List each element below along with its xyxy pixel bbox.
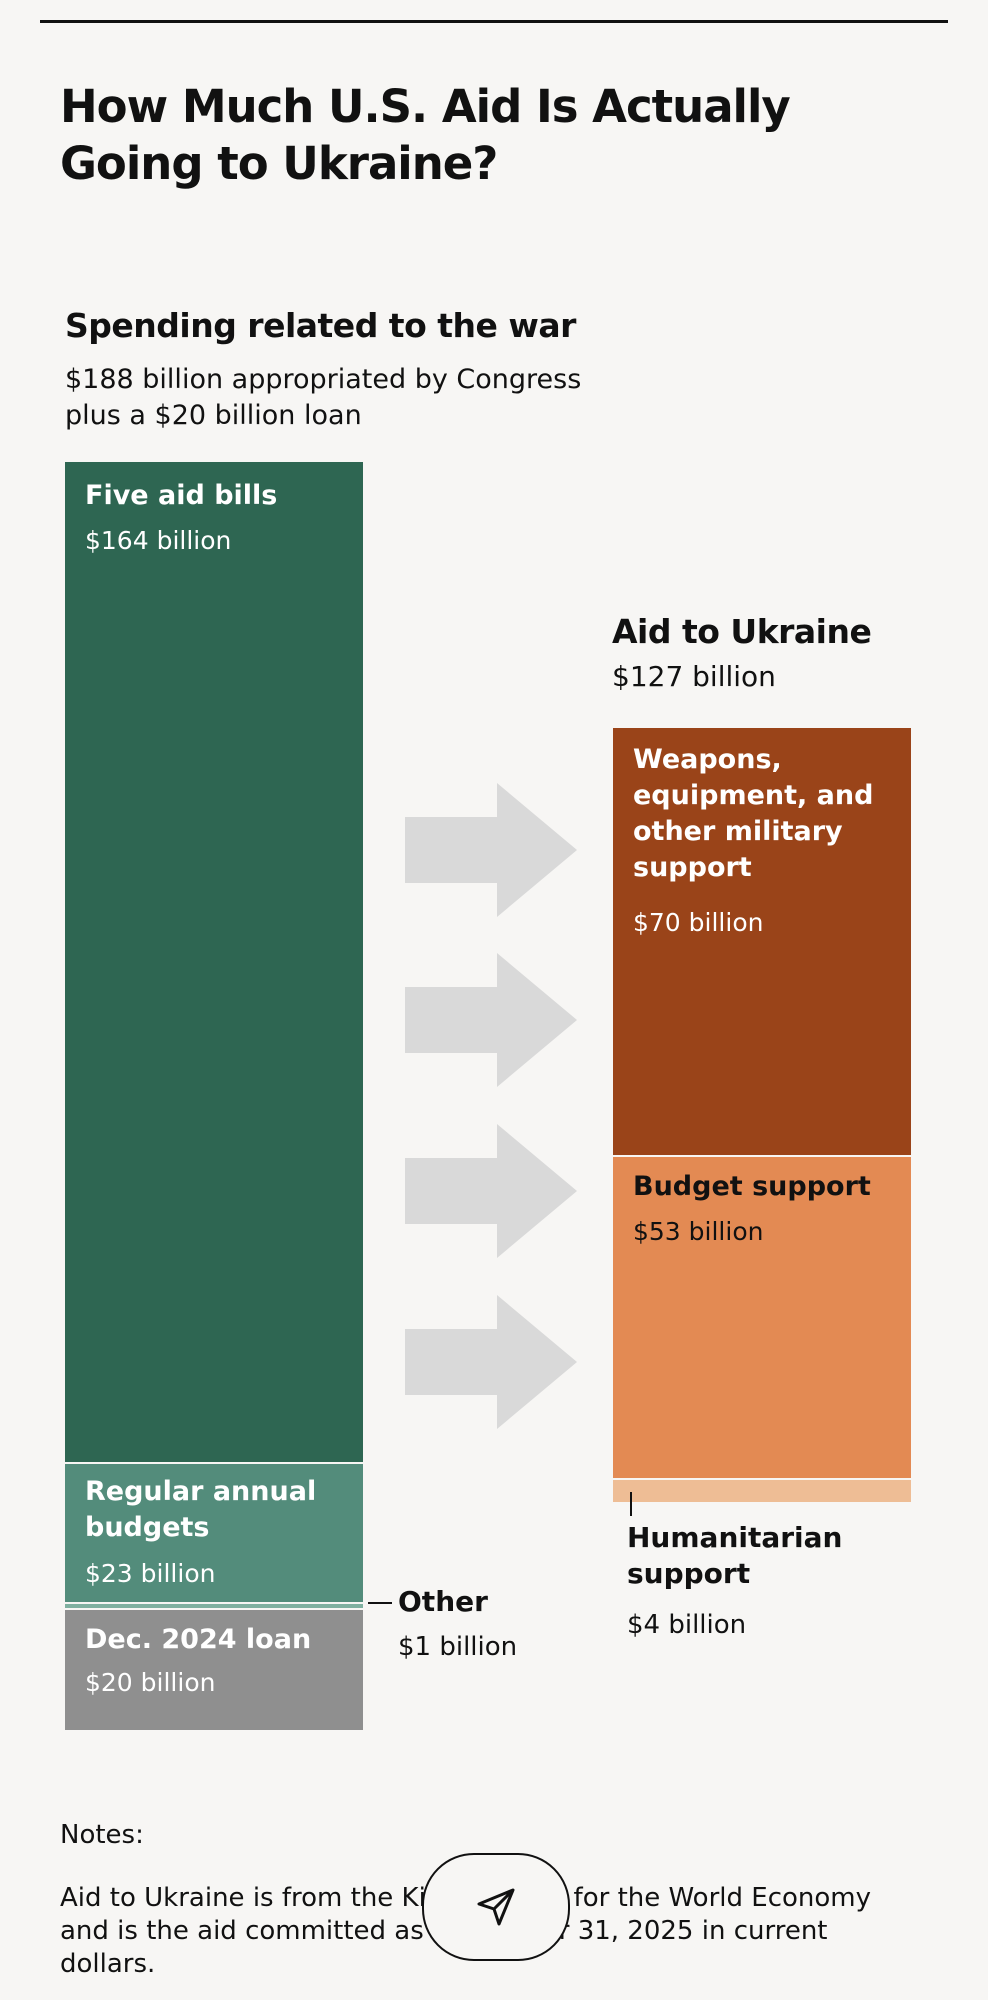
segment-label: Weapons, equipment, and other military s… bbox=[633, 744, 874, 883]
arrow-icon bbox=[405, 953, 577, 1087]
segment-value: $53 billion bbox=[633, 1216, 764, 1246]
segment-weapons: Weapons, equipment, and other military s… bbox=[613, 728, 911, 1155]
other-leader-line bbox=[368, 1602, 392, 1604]
segment-other bbox=[65, 1601, 363, 1609]
aid-column: Weapons, equipment, and other military s… bbox=[613, 728, 911, 1503]
other-value: $1 billion bbox=[398, 1632, 518, 1662]
segment-regular-annual-budgets: Regular annual budgets $23 billion bbox=[65, 1461, 363, 1602]
humanitarian-value: $4 billion bbox=[627, 1610, 747, 1640]
spending-column: Five aid bills $164 billion Regular annu… bbox=[65, 462, 363, 1730]
top-rule bbox=[40, 20, 948, 23]
humanitarian-leader-line bbox=[630, 1492, 632, 1516]
segment-budget-support: Budget support $53 billion bbox=[613, 1154, 911, 1478]
segment-value: $20 billion bbox=[85, 1668, 216, 1698]
segment-value: $164 billion bbox=[85, 526, 232, 555]
segment-label: Budget support bbox=[633, 1170, 871, 1202]
send-icon bbox=[477, 1888, 515, 1926]
left-heading: Spending related to the war bbox=[65, 306, 576, 345]
segment-label: Dec. 2024 loan bbox=[85, 1624, 312, 1656]
segment-humanitarian bbox=[613, 1477, 911, 1503]
arrow-icon bbox=[405, 1124, 577, 1258]
segment-dec-2024-loan: Dec. 2024 loan $20 billion bbox=[65, 1608, 363, 1730]
segment-five-aid-bills: Five aid bills $164 billion bbox=[65, 462, 363, 1462]
arrow-icon bbox=[405, 783, 577, 917]
left-subheading: $188 billion appropriated by Congress pl… bbox=[65, 364, 582, 431]
segment-label: Five aid bills bbox=[85, 480, 278, 511]
notes-heading: Notes: bbox=[60, 1820, 144, 1850]
segment-value: $23 billion bbox=[85, 1558, 216, 1588]
share-button[interactable] bbox=[422, 1853, 570, 1961]
segment-value: $70 billion bbox=[633, 908, 764, 937]
arrow-icon bbox=[405, 1295, 577, 1429]
humanitarian-label: Humanitarian support bbox=[627, 1521, 843, 1590]
segment-label: Regular annual budgets bbox=[85, 1475, 317, 1543]
page-title: How Much U.S. Aid Is Actually Going to U… bbox=[60, 80, 791, 190]
right-heading: Aid to Ukraine bbox=[612, 612, 872, 651]
right-subheading: $127 billion bbox=[612, 660, 776, 693]
other-label: Other bbox=[398, 1585, 488, 1618]
